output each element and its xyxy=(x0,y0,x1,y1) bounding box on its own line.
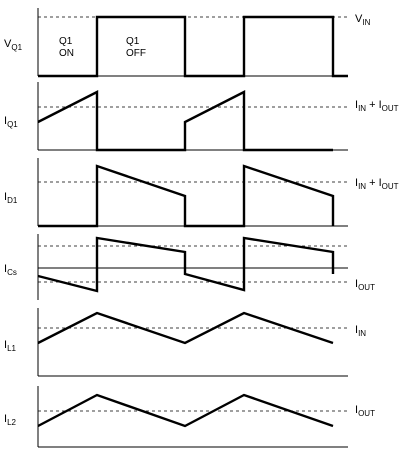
vq1-signal-label: VQ1 xyxy=(4,38,23,52)
il2-waveform xyxy=(37,393,334,428)
panel-iq1: IQ1 IIN + IOUT xyxy=(4,82,399,152)
vq1-ref-label-vin: VIN xyxy=(355,13,371,27)
iq1-signal-label: IQ1 xyxy=(4,115,18,129)
q1-on-label-line2: ON xyxy=(59,48,74,59)
iq1-waveform xyxy=(37,90,333,152)
il2-signal-label: IL2 xyxy=(4,413,17,427)
ics-ref-label-iout: IOUT xyxy=(355,278,375,292)
il1-waveform xyxy=(37,311,334,345)
ics-signal-label: ICs xyxy=(4,263,17,277)
panel-id1: ID1 IIN + IOUT xyxy=(4,158,399,228)
panel-il2: IL2 IOUT xyxy=(4,386,375,448)
q1-on-label-line1: Q1 xyxy=(59,36,73,47)
iq1-ref-label-iin-plus-iout: IIN + IOUT xyxy=(355,99,399,113)
q1-off-label-line1: Q1 xyxy=(126,36,140,47)
id1-ref-label-iin-plus-iout: IIN + IOUT xyxy=(355,177,399,191)
panel-vq1: VQ1 Q1 ON Q1 OFF VIN xyxy=(4,8,371,78)
q1-off-label-line2: OFF xyxy=(126,48,146,59)
il1-ref-label-iin: IIN xyxy=(355,324,366,338)
id1-waveform xyxy=(38,164,335,228)
panel-ics: ICs IOUT xyxy=(4,234,375,300)
panel-il1: IL1 IIN xyxy=(4,308,366,377)
ics-waveform xyxy=(37,236,335,293)
il2-ref-label-iout: IOUT xyxy=(355,404,375,418)
il1-signal-label: IL1 xyxy=(4,339,17,353)
vq1-waveform xyxy=(38,15,348,78)
id1-signal-label: ID1 xyxy=(4,191,18,205)
